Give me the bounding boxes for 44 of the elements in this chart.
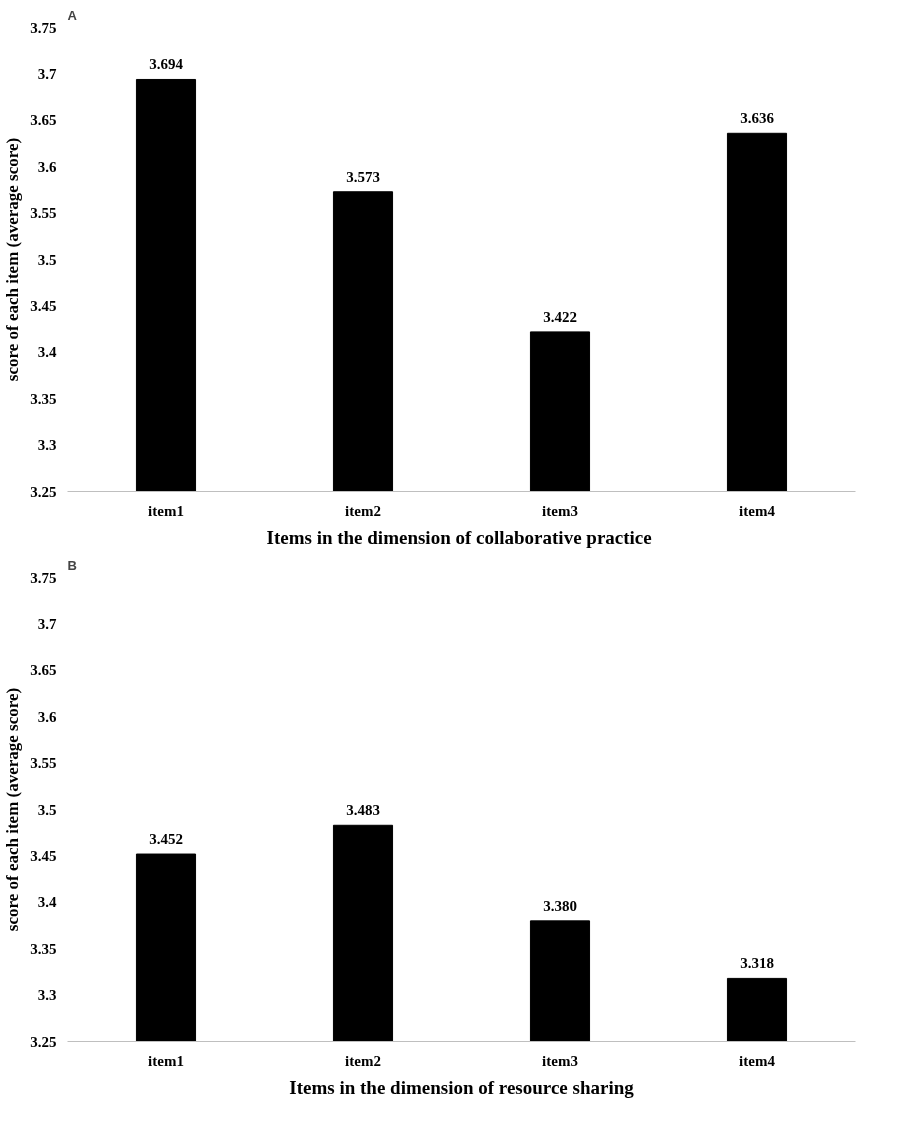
y-tick-label: 3.3 xyxy=(37,437,57,454)
x-tick-label: item2 xyxy=(345,502,381,519)
y-tick-label: 3.65 xyxy=(30,112,57,129)
y-tick-label: 3.7 xyxy=(37,65,57,82)
data-label: 3.452 xyxy=(149,831,183,848)
y-tick-label: 3.25 xyxy=(30,1033,57,1050)
y-axis-title: score of each item (average score) xyxy=(3,687,23,932)
y-tick-label: 3.45 xyxy=(30,847,57,864)
y-tick-label: 3.65 xyxy=(30,662,57,679)
y-tick-label: 3.5 xyxy=(37,251,57,268)
y-tick-label: 3.7 xyxy=(37,615,57,632)
y-tick-label: 3.6 xyxy=(37,158,57,175)
y-tick-label: 3.75 xyxy=(30,569,57,586)
data-label: 3.422 xyxy=(543,308,577,325)
y-tick-label: 3.45 xyxy=(30,297,57,314)
y-axis-title: score of each item (average score) xyxy=(3,137,23,382)
data-label: 3.318 xyxy=(740,955,774,972)
x-tick-label: item1 xyxy=(148,1052,184,1069)
y-tick-label: 3.35 xyxy=(30,940,57,957)
y-tick-label: 3.5 xyxy=(37,801,57,818)
data-label: 3.694 xyxy=(149,56,184,73)
chart-title: A xyxy=(67,7,78,23)
y-tick-label: 3.4 xyxy=(37,894,57,911)
y-tick-label: 3.55 xyxy=(30,755,57,772)
x-tick-label: item3 xyxy=(542,1052,578,1069)
x-tick-label: item1 xyxy=(148,502,184,519)
y-tick-label: 3.25 xyxy=(30,483,57,500)
y-tick-label: 3.35 xyxy=(30,390,57,407)
y-tick-label: 3.6 xyxy=(37,708,57,725)
data-label: 3.380 xyxy=(543,897,577,914)
x-tick-label: item3 xyxy=(542,502,578,519)
data-label: 3.636 xyxy=(740,110,775,127)
y-tick-label: 3.55 xyxy=(30,205,57,222)
x-tick-label: item4 xyxy=(739,1052,776,1069)
y-tick-label: 3.3 xyxy=(37,987,57,1004)
data-label: 3.573 xyxy=(346,168,380,185)
x-tick-label: item4 xyxy=(739,502,776,519)
data-label: 3.483 xyxy=(346,802,380,819)
x-axis-title: Items in the dimension of resource sharing xyxy=(289,1076,635,1098)
y-tick-label: 3.75 xyxy=(30,19,57,36)
x-axis-title: Items in the dimension of collaborative practice xyxy=(266,526,652,548)
y-tick-label: 3.4 xyxy=(37,344,57,361)
chart-title: B xyxy=(67,557,77,573)
x-tick-label: item2 xyxy=(345,1052,381,1069)
